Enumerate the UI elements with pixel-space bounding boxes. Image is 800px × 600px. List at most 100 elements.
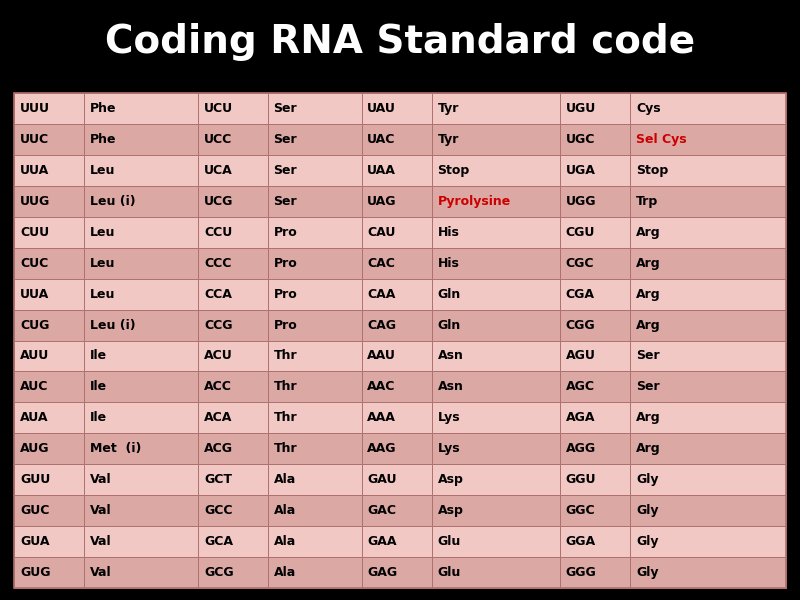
Text: AAA: AAA (367, 412, 396, 424)
Bar (14, 155, 84, 186)
Bar (198, 557, 268, 588)
Bar (14, 278, 84, 310)
Text: Pro: Pro (274, 226, 298, 239)
Text: CAA: CAA (367, 287, 395, 301)
Bar (630, 186, 786, 217)
Text: CGU: CGU (566, 226, 595, 239)
Text: Pro: Pro (274, 287, 298, 301)
Bar (630, 557, 786, 588)
Bar (198, 310, 268, 340)
Bar (362, 403, 432, 433)
Text: UAC: UAC (367, 133, 395, 146)
Text: Ala: Ala (274, 473, 296, 486)
Bar (630, 340, 786, 371)
Bar (198, 495, 268, 526)
Text: Coding RNA Standard code: Coding RNA Standard code (105, 23, 695, 61)
Text: Ile: Ile (90, 380, 106, 394)
Bar (14, 93, 84, 124)
Text: Thr: Thr (274, 442, 298, 455)
Bar (198, 155, 268, 186)
Bar (268, 186, 362, 217)
Bar (560, 93, 630, 124)
Bar (362, 371, 432, 403)
Text: GCG: GCG (204, 566, 234, 579)
Bar (14, 248, 84, 278)
Text: Leu: Leu (90, 287, 115, 301)
Bar (560, 371, 630, 403)
Text: GAU: GAU (367, 473, 397, 486)
Bar (14, 433, 84, 464)
Text: Asn: Asn (438, 380, 463, 394)
Text: Pro: Pro (274, 319, 298, 332)
Bar (14, 93, 786, 588)
Bar (198, 433, 268, 464)
Text: Gly: Gly (636, 566, 658, 579)
Text: ACG: ACG (204, 442, 233, 455)
Bar (630, 93, 786, 124)
Text: Val: Val (90, 566, 111, 579)
Text: GGU: GGU (566, 473, 596, 486)
Bar (198, 526, 268, 557)
Text: UAG: UAG (367, 195, 397, 208)
Text: Pro: Pro (274, 257, 298, 269)
Text: CGG: CGG (566, 319, 595, 332)
Bar (198, 278, 268, 310)
Bar (630, 155, 786, 186)
Text: Gln: Gln (438, 287, 461, 301)
Text: CCC: CCC (204, 257, 231, 269)
Text: Ala: Ala (274, 504, 296, 517)
Bar (560, 464, 630, 495)
Text: UCU: UCU (204, 102, 233, 115)
Bar (198, 124, 268, 155)
Bar (630, 495, 786, 526)
Text: GUU: GUU (20, 473, 50, 486)
Text: UGU: UGU (566, 102, 596, 115)
Text: Sel Cys: Sel Cys (636, 133, 686, 146)
Text: Val: Val (90, 504, 111, 517)
Bar (362, 433, 432, 464)
Text: GGG: GGG (566, 566, 596, 579)
Bar (560, 278, 630, 310)
Text: Tyr: Tyr (438, 102, 459, 115)
Text: Gln: Gln (438, 319, 461, 332)
Text: CGA: CGA (566, 287, 594, 301)
Text: Leu: Leu (90, 257, 115, 269)
Text: CCA: CCA (204, 287, 232, 301)
Text: Gly: Gly (636, 535, 658, 548)
Bar (84, 371, 198, 403)
Text: AUA: AUA (20, 412, 49, 424)
Bar (362, 495, 432, 526)
Text: CGC: CGC (566, 257, 594, 269)
Text: Arg: Arg (636, 287, 661, 301)
Text: Gly: Gly (636, 504, 658, 517)
Bar (14, 217, 84, 248)
Bar (84, 310, 198, 340)
Bar (362, 340, 432, 371)
Bar (432, 433, 560, 464)
Text: GGA: GGA (566, 535, 596, 548)
Text: GAC: GAC (367, 504, 396, 517)
Text: Met  (i): Met (i) (90, 442, 141, 455)
Text: Asn: Asn (438, 349, 463, 362)
Bar (268, 371, 362, 403)
Text: GAG: GAG (367, 566, 398, 579)
Bar (84, 340, 198, 371)
Text: Stop: Stop (438, 164, 470, 177)
Text: AAC: AAC (367, 380, 395, 394)
Bar (560, 433, 630, 464)
Text: GCC: GCC (204, 504, 233, 517)
Bar (560, 526, 630, 557)
Text: AGC: AGC (566, 380, 594, 394)
Text: ACC: ACC (204, 380, 232, 394)
Bar (560, 310, 630, 340)
Bar (14, 403, 84, 433)
Bar (560, 124, 630, 155)
Bar (268, 557, 362, 588)
Text: Thr: Thr (274, 380, 298, 394)
Text: Arg: Arg (636, 226, 661, 239)
Bar (362, 248, 432, 278)
Text: UAU: UAU (367, 102, 396, 115)
Text: Glu: Glu (438, 566, 461, 579)
Text: Leu: Leu (90, 226, 115, 239)
Bar (198, 186, 268, 217)
